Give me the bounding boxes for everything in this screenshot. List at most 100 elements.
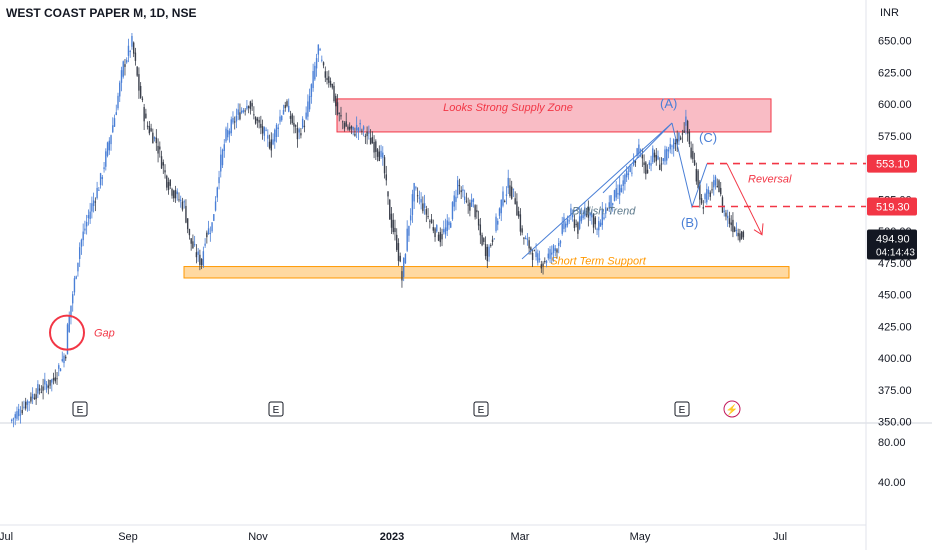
- candle-body: [105, 151, 107, 167]
- candle-body: [573, 219, 576, 228]
- supply-zone-label: Looks Strong Supply Zone: [443, 102, 573, 114]
- candle-body: [338, 112, 340, 114]
- candle-body: [632, 160, 635, 166]
- y-tick-label: 600.00: [878, 99, 912, 111]
- wave-line[interactable]: [602, 122, 673, 194]
- candle-body: [676, 138, 678, 145]
- candle-body: [383, 157, 386, 174]
- candle-body: [364, 135, 367, 137]
- candle-body: [542, 263, 544, 267]
- candle-body: [340, 115, 342, 117]
- candle-body: [209, 233, 212, 235]
- candle-body: [667, 149, 670, 152]
- candle-body: [671, 145, 673, 147]
- candle-body: [87, 215, 90, 219]
- candle-body: [450, 222, 452, 228]
- candle-body: [322, 62, 325, 66]
- candle-body: [439, 232, 441, 243]
- candle-body: [408, 225, 410, 236]
- candle-body: [495, 216, 497, 231]
- candle-body: [301, 118, 304, 128]
- earnings-marker[interactable]: [674, 401, 690, 417]
- candle-body: [347, 126, 349, 130]
- candle-body: [693, 160, 696, 166]
- candle-body: [21, 409, 23, 414]
- candle-body: [733, 227, 736, 232]
- candle-body: [253, 114, 255, 116]
- candle-body: [181, 201, 184, 210]
- candle-body: [612, 203, 614, 205]
- candle-body: [669, 144, 671, 150]
- candle-body: [577, 222, 579, 234]
- candle-body: [247, 106, 250, 109]
- candle-body: [319, 48, 321, 51]
- earnings-marker[interactable]: [268, 401, 284, 417]
- candle-body: [28, 401, 30, 403]
- candle-body: [368, 132, 370, 134]
- candle-body: [307, 101, 309, 117]
- candle-body: [507, 177, 509, 188]
- candle-body: [190, 238, 192, 244]
- candle-body: [610, 195, 612, 208]
- candle-body: [227, 129, 229, 138]
- indicator-tick-label: 80.00: [878, 437, 906, 449]
- earnings-marker[interactable]: [473, 401, 489, 417]
- candle-body: [303, 125, 306, 127]
- candle-body: [575, 223, 577, 225]
- chart-title: WEST COAST PAPER M, 1D, NSE: [6, 6, 197, 20]
- candle-body: [150, 128, 152, 132]
- dividend-marker[interactable]: [723, 400, 741, 418]
- candle-body: [258, 119, 260, 123]
- supply-zone[interactable]: [336, 98, 772, 133]
- candle-body: [106, 142, 109, 156]
- candle-body: [728, 218, 731, 224]
- candle-body: [415, 187, 417, 189]
- candle-body: [355, 124, 358, 131]
- candle-body: [277, 127, 279, 129]
- reversal-arrow[interactable]: [726, 163, 764, 236]
- x-tick-label: Nov: [248, 531, 268, 543]
- candle-body: [615, 188, 617, 198]
- candle-body: [488, 246, 490, 257]
- candle-body: [362, 126, 365, 130]
- candle-body: [650, 163, 652, 166]
- candle-body: [437, 234, 440, 241]
- candle-body: [504, 200, 506, 202]
- candle-body: [404, 254, 407, 264]
- earnings-marker[interactable]: [72, 401, 88, 417]
- candle-body: [263, 127, 266, 136]
- bullish-trend-label: Bullish Trend: [572, 205, 636, 217]
- y-tick-label: 475.00: [878, 258, 912, 270]
- gap-circle[interactable]: [49, 314, 85, 351]
- candle-body: [641, 155, 644, 159]
- candle-body: [409, 215, 412, 221]
- candle-body: [538, 258, 541, 260]
- candle-body: [89, 211, 91, 219]
- candle-body: [483, 238, 485, 242]
- candle-body: [49, 379, 51, 386]
- candle-body: [14, 414, 16, 419]
- candle-body: [331, 83, 333, 88]
- candle-body: [216, 187, 218, 198]
- candle-body: [535, 251, 537, 258]
- gap-label: Gap: [94, 328, 115, 340]
- candle-body: [622, 180, 624, 186]
- candle-body: [235, 115, 238, 122]
- support-zone[interactable]: [183, 266, 790, 279]
- y-tick-label: 575.00: [878, 131, 912, 143]
- candle-body: [592, 214, 595, 228]
- candle-body: [78, 247, 81, 259]
- candle-body: [305, 112, 307, 119]
- candle-body: [558, 243, 560, 247]
- bullish-trend-line[interactable]: [521, 122, 673, 260]
- x-tick-label: Jul: [0, 531, 13, 543]
- candle-body: [200, 258, 203, 266]
- y-tick-label: 450.00: [878, 290, 912, 302]
- candle-body: [242, 110, 245, 113]
- candle-body: [293, 122, 295, 127]
- candle-body: [110, 135, 112, 145]
- candle-body: [634, 160, 637, 163]
- candle-body: [63, 355, 65, 364]
- dividend-icon: ⚡: [726, 403, 738, 416]
- candle-body: [737, 232, 739, 237]
